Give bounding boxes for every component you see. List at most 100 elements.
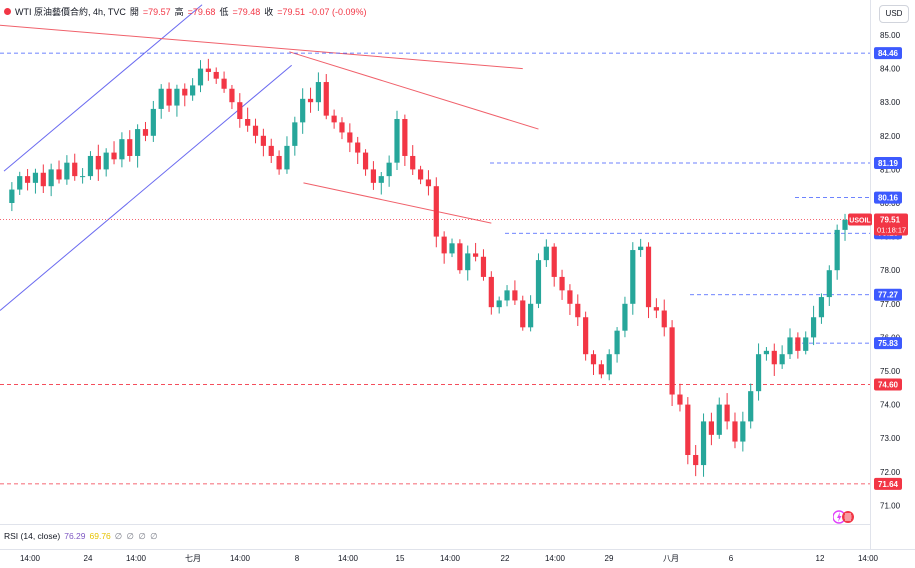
candle-body [834,229,840,271]
horizontal-levels [0,52,870,485]
candle-body [190,85,196,96]
candle-body [182,88,188,96]
candle-body [543,246,549,261]
candle-body [221,78,227,89]
candle-body [590,354,597,365]
candle-body [638,246,644,251]
candle-body [402,119,408,156]
candle-body [685,404,691,455]
candle-body [465,253,471,271]
candle-body [779,354,785,365]
y-tick-label: 83.00 [880,98,901,107]
y-tick-label: 78.00 [880,266,901,275]
candle-body [630,250,636,304]
candle-body [323,82,329,116]
candle-body [787,337,793,355]
candle-body [410,155,416,170]
candle-body [740,421,746,442]
trend-line[interactable] [0,24,523,70]
candle-body [528,303,534,328]
y-tick-label: 82.00 [880,132,901,141]
currency-button[interactable]: USD [879,5,909,23]
trend-line[interactable] [289,51,539,130]
level-tag-label: 74.60 [878,380,899,389]
low-label: 低 [219,7,229,17]
level-tag [874,288,902,301]
candle-body [803,337,809,351]
x-tick-label: 24 [84,554,93,563]
candle-body [197,68,204,86]
x-tick-label: 14:00 [20,554,41,563]
trend-line[interactable] [3,4,203,172]
bolt-icon[interactable] [833,510,855,524]
candle-body [622,303,628,331]
candle-body [300,98,306,123]
candle-body [708,421,714,435]
x-tick-label: 8 [295,554,300,563]
candle-body [614,330,620,355]
candle-body [95,155,101,170]
bar-countdown: 01:18:17 [877,225,906,234]
candle-body [653,307,659,311]
candle-body [64,162,70,180]
candle-body [205,68,211,72]
x-tick-label: 6 [729,554,734,563]
candle-body [252,125,259,136]
candle-body [504,290,510,301]
candle-body [842,219,848,230]
candle-body [245,119,251,126]
candle-body [213,71,219,79]
level-tag [874,47,902,60]
candle-body [48,169,54,187]
candle-body [237,102,243,119]
x-tick-label: 14:00 [440,554,461,563]
candle-body [331,115,337,123]
open-label: 開 [129,7,139,17]
candle-body [386,162,392,177]
level-tag [874,378,902,391]
candle-body [795,337,801,351]
candle-body [700,421,707,466]
candle-body [268,145,274,156]
x-tick-label: 14:00 [230,554,251,563]
candle-body [567,290,573,304]
candle-body [512,290,518,301]
candle-body [24,176,31,183]
candle-body [598,364,604,375]
candle-body [158,88,164,109]
level-tag-label: 84.46 [878,49,899,58]
candle-body [174,88,180,106]
candle-body [9,189,15,203]
level-tag [874,191,902,204]
candle-body [347,132,353,143]
candle-body [40,172,46,187]
rsi-ma-value: 69.76 [89,531,111,541]
candle-body [260,135,266,146]
candle-body [103,152,109,170]
trend-line[interactable] [303,182,492,224]
candle-body [166,88,172,106]
plot-area [0,0,870,520]
candle-body [378,176,384,183]
symbol-title[interactable]: WTI 原油藝價合約, 4h, TVC [15,7,126,17]
candle-body [441,236,447,254]
x-tick-label: 七月 [185,554,201,563]
trend-lines [0,4,539,311]
candle-body [771,350,777,365]
y-tick-label: 84.00 [880,65,901,74]
candle-body [575,303,581,318]
rsi-label[interactable]: RSI (14, close) [4,531,61,541]
y-tick-label: 71.00 [880,501,901,510]
candle-body [606,354,612,375]
rsi-na-values: ∅ ∅ ∅ ∅ [114,531,159,541]
candle-body [17,176,23,190]
trend-line[interactable] [0,64,292,311]
low-value: =79.48 [232,6,261,17]
x-tick-label: 15 [396,554,405,563]
level-tag-label: 71.64 [878,480,899,489]
candle-body [693,455,699,466]
candle-body [535,260,542,304]
price-axis: 85.0084.0083.0082.0081.0080.0079.0078.00… [880,31,901,510]
candle-body [80,176,86,178]
